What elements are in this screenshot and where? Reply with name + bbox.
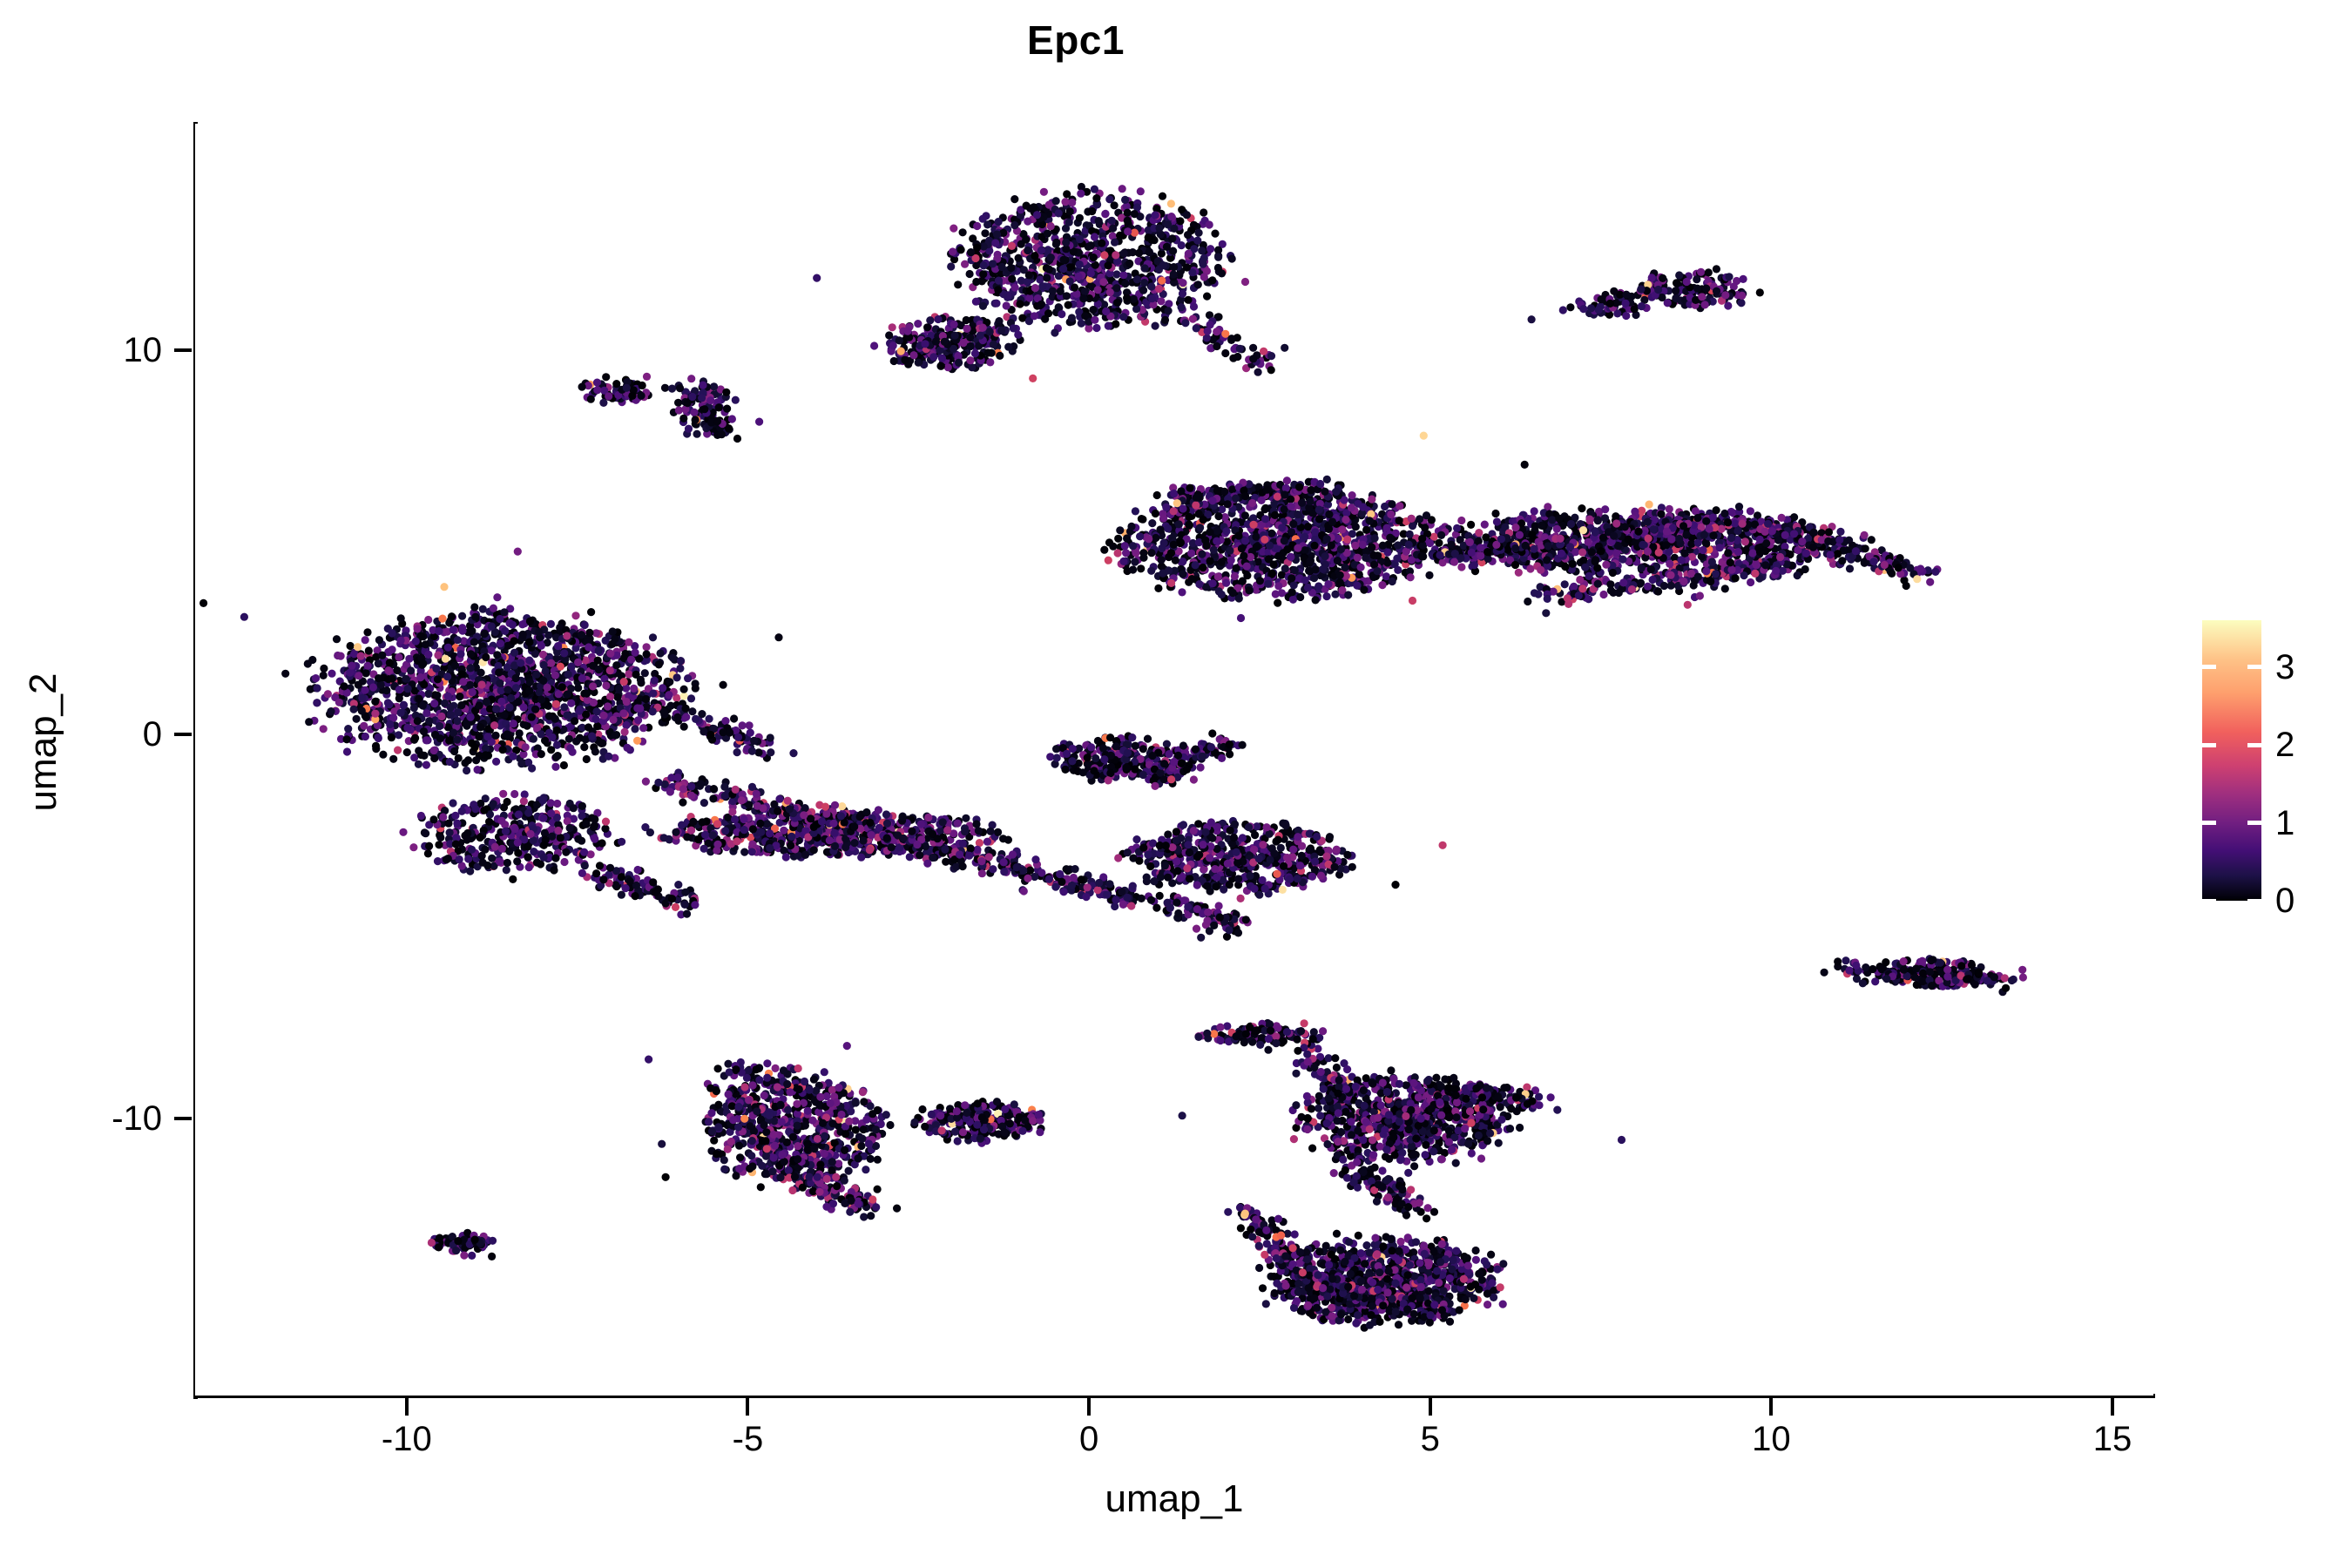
colorbar-tick-label: 2 bbox=[2275, 726, 2295, 765]
x-tick-mark bbox=[1087, 1398, 1092, 1416]
y-tick-mark bbox=[174, 733, 192, 737]
x-tick-mark bbox=[1769, 1398, 1774, 1416]
x-tick-mark bbox=[2111, 1398, 2114, 1416]
x-tick-label: 0 bbox=[1078, 1420, 1099, 1458]
colorbar-tick-mark bbox=[2247, 665, 2261, 670]
colorbar-tick-mark bbox=[2247, 742, 2261, 747]
x-tick-mark bbox=[404, 1398, 409, 1416]
y-axis-label-wrapper: umap_2 bbox=[17, 437, 70, 1047]
x-axis-label: umap_1 bbox=[1105, 1477, 1244, 1520]
plot-panel bbox=[195, 124, 2153, 1396]
colorbar-tick-mark bbox=[2202, 665, 2216, 670]
colorbar-tick-mark bbox=[2247, 898, 2261, 903]
colorbar-gradient bbox=[2202, 620, 2261, 901]
x-tick-label: 10 bbox=[1752, 1420, 1791, 1458]
colorbar-tick-mark bbox=[2202, 898, 2216, 903]
y-tick-mark bbox=[174, 348, 192, 353]
y-tick-label: 10 bbox=[123, 331, 163, 370]
x-tick-mark bbox=[746, 1398, 750, 1416]
scatter-points-layer bbox=[199, 182, 2027, 1332]
y-axis-label: umap_2 bbox=[22, 672, 64, 812]
colorbar-tick-mark bbox=[2202, 742, 2216, 747]
colorbar-tick-mark bbox=[2247, 821, 2261, 826]
colorbar-tick-label: 3 bbox=[2275, 647, 2295, 686]
x-tick-label: -10 bbox=[381, 1420, 432, 1458]
x-tick-mark bbox=[1428, 1398, 1432, 1416]
colorbar-tick-mark bbox=[2202, 821, 2216, 826]
colorbar-legend[interactable]: 0 1 2 3 bbox=[2202, 620, 2295, 920]
y-tick-label: -10 bbox=[112, 1099, 162, 1139]
y-tick-mark bbox=[174, 1117, 192, 1121]
x-tick-label: -5 bbox=[732, 1420, 764, 1458]
colorbar-tick-label: 0 bbox=[2275, 882, 2295, 920]
colorbar-tick-label: 1 bbox=[2275, 803, 2295, 842]
y-tick-label: 0 bbox=[142, 715, 162, 754]
page-title: Epc1 bbox=[1027, 17, 1125, 63]
x-tick-label: 15 bbox=[2092, 1420, 2132, 1458]
x-tick-label: 5 bbox=[1420, 1420, 1440, 1458]
x-axis-line bbox=[193, 1394, 2155, 1398]
